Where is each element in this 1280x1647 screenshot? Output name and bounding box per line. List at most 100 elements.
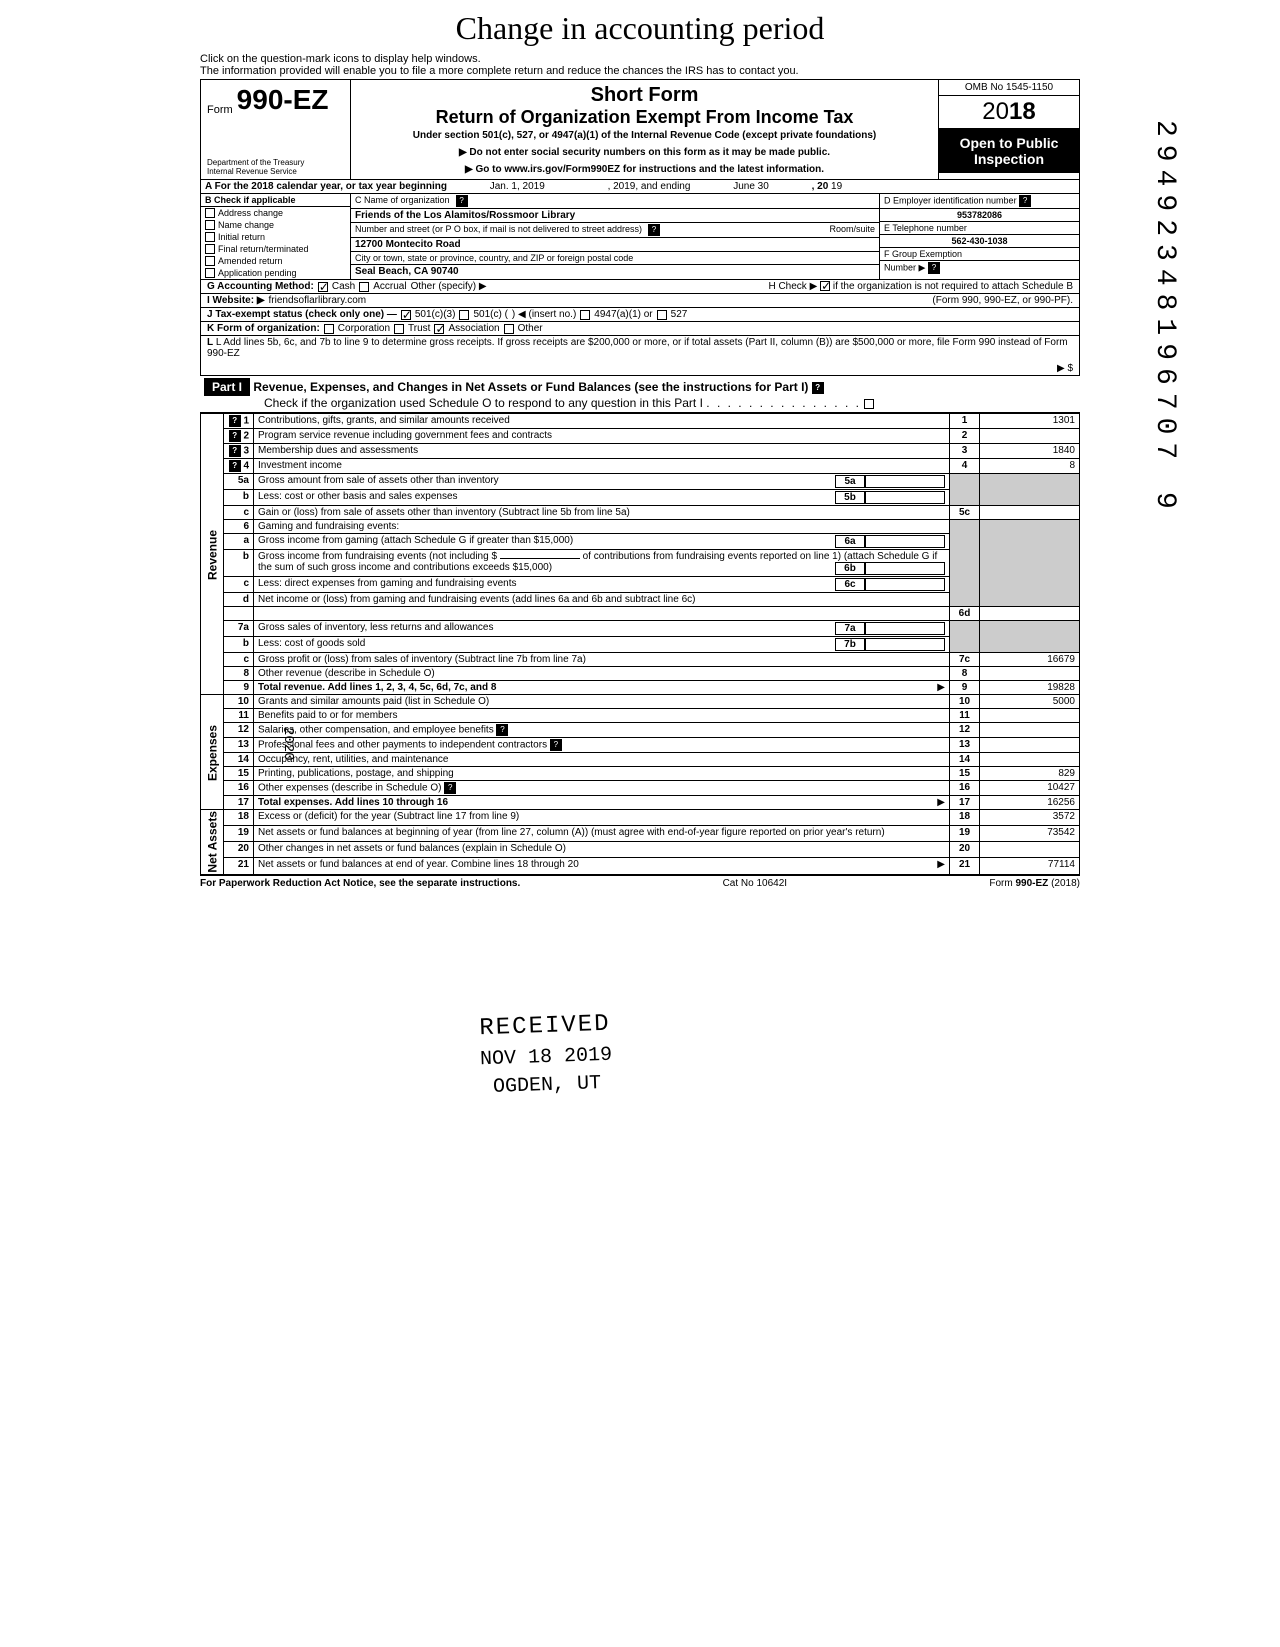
- line-7c-text: Gross profit or (loss) from sales of inv…: [254, 653, 950, 667]
- phone-value: 562-430-1038: [880, 235, 1079, 248]
- help-note: Click on the question-mark icons to disp…: [200, 51, 1080, 80]
- l-text: L Add lines 5b, 6c, and 7b to line 9 to …: [207, 337, 1068, 359]
- line-21-text: Net assets or fund balances at end of ye…: [258, 859, 579, 870]
- d-label: D Employer identification number: [884, 195, 1017, 205]
- footer-right: Form 990-EZ (2018): [989, 878, 1080, 889]
- b-header: B Check if applicable: [201, 194, 350, 207]
- rowA-label: A For the 2018 calendar year, or tax yea…: [205, 181, 447, 192]
- line-9-value: 19828: [980, 681, 1080, 695]
- col-b-checkboxes: B Check if applicable Address change Nam…: [201, 194, 351, 279]
- help-icon[interactable]: ?: [456, 195, 468, 207]
- line-5b-text: Less: cost or other basis and sales expe…: [258, 491, 458, 502]
- form-header: Form 990-EZ Department of the Treasury I…: [200, 80, 1080, 180]
- help-icon[interactable]: ?: [229, 460, 241, 472]
- k-label: K Form of organization:: [207, 323, 320, 334]
- line-2-text: Program service revenue including govern…: [254, 429, 950, 444]
- line-20-text: Other changes in net assets or fund bala…: [254, 842, 950, 858]
- instructions-link: ▶ Go to www.irs.gov/Form990EZ for instru…: [359, 164, 930, 175]
- chk-corporation[interactable]: [324, 324, 334, 334]
- line-18-value: 3572: [980, 810, 1080, 826]
- part1-title: Revenue, Expenses, and Changes in Net As…: [253, 380, 808, 394]
- h-check: H Check ▶ if the organization is not req…: [768, 281, 1073, 292]
- line-1-value: 1301: [980, 414, 1080, 429]
- chk-501c[interactable]: [459, 310, 469, 320]
- c-city-label: City or town, state or province, country…: [355, 253, 633, 263]
- help-icon[interactable]: ?: [229, 415, 241, 427]
- c-name-label: C Name of organization: [355, 195, 450, 207]
- open-inspection: Open to Public Inspection: [939, 129, 1079, 173]
- info-rows-gijkl: G Accounting Method: Cash Accrual Other …: [200, 280, 1080, 376]
- chk-final-return[interactable]: Final return/terminated: [201, 243, 350, 255]
- e-label: E Telephone number: [884, 223, 967, 233]
- chk-address-change[interactable]: Address change: [201, 207, 350, 219]
- line-15-text: Printing, publications, postage, and shi…: [254, 767, 950, 781]
- side-net-assets: Net Assets: [201, 810, 224, 875]
- help-icon[interactable]: ?: [648, 224, 660, 236]
- line-8-text: Other revenue (describe in Schedule O): [254, 667, 950, 681]
- line-13-text: Professional fees and other payments to …: [258, 740, 547, 751]
- help-icon[interactable]: ?: [229, 430, 241, 442]
- form-title: Return of Organization Exempt From Incom…: [359, 107, 930, 128]
- org-street: 12700 Montecito Road: [355, 239, 461, 250]
- chk-schedule-b[interactable]: [820, 281, 830, 291]
- chk-application-pending[interactable]: Application pending: [201, 267, 350, 279]
- line-14-text: Occupancy, rent, utilities, and maintena…: [254, 753, 950, 767]
- g-label: G Accounting Method:: [207, 281, 314, 292]
- chk-accrual[interactable]: [359, 282, 369, 292]
- chk-4947[interactable]: [580, 310, 590, 320]
- side-revenue: Revenue: [201, 414, 224, 695]
- help-icon[interactable]: ?: [444, 782, 456, 794]
- rowA-end: June 30: [733, 181, 769, 192]
- side-expenses: Expenses: [201, 695, 224, 810]
- chk-other-org[interactable]: [504, 324, 514, 334]
- help-icon[interactable]: ?: [928, 262, 940, 274]
- line-19-text: Net assets or fund balances at beginning…: [254, 826, 950, 842]
- part1-check-text: Check if the organization used Schedule …: [264, 396, 703, 410]
- section-bcdef: B Check if applicable Address change Nam…: [200, 194, 1080, 280]
- chk-name-change[interactable]: Name change: [201, 219, 350, 231]
- f-label2: Number ▶: [884, 262, 925, 272]
- chk-amended-return[interactable]: Amended return: [201, 255, 350, 267]
- line-6d-text: Net income or (loss) from gaming and fun…: [254, 593, 950, 607]
- help-icon[interactable]: ?: [496, 724, 508, 736]
- help-icon[interactable]: ?: [812, 382, 824, 394]
- row-i: I Website: ▶ friendsoflarlibrary.com (Fo…: [201, 294, 1079, 308]
- form-subtitle: Under section 501(c), 527, or 4947(a)(1)…: [359, 130, 930, 141]
- line-6a-text: Gross income from gaming (attach Schedul…: [258, 535, 573, 546]
- row-a-tax-year: A For the 2018 calendar year, or tax yea…: [200, 180, 1080, 194]
- line-4-text: Investment income: [254, 459, 950, 474]
- line-21-value: 77114: [980, 858, 1080, 874]
- line-7c-value: 16679: [980, 653, 1080, 667]
- help-note-2: The information provided will enable you…: [200, 65, 1080, 77]
- vertical-doc-number: 29492348196707 9: [1149, 120, 1180, 517]
- org-name: Friends of the Los Alamitos/Rossmoor Lib…: [355, 210, 575, 221]
- chk-cash[interactable]: [318, 282, 328, 292]
- col-c-org-info: C Name of organization? Friends of the L…: [351, 194, 879, 279]
- room-label: Room/suite: [829, 224, 875, 236]
- help-icon[interactable]: ?: [1019, 195, 1031, 207]
- line-1-text: Contributions, gifts, grants, and simila…: [254, 414, 950, 429]
- help-icon[interactable]: ?: [550, 739, 562, 751]
- chk-association[interactable]: [434, 324, 444, 334]
- c-street-label: Number and street (or P O box, if mail i…: [355, 224, 642, 236]
- chk-trust[interactable]: [394, 324, 404, 334]
- line-17-text: Total expenses. Add lines 10 through 16: [258, 797, 448, 808]
- website-value: friendsoflarlibrary.com: [269, 295, 367, 306]
- chk-initial-return[interactable]: Initial return: [201, 231, 350, 243]
- line-3-text: Membership dues and assessments: [254, 444, 950, 459]
- rowA-yr: 19: [831, 181, 842, 192]
- chk-schedule-o[interactable]: [864, 399, 874, 409]
- line-5a-text: Gross amount from sale of assets other t…: [258, 475, 499, 486]
- line-11-text: Benefits paid to or for members: [254, 709, 950, 723]
- chk-501c3[interactable]: [401, 310, 411, 320]
- handwritten-title: Change in accounting period: [200, 10, 1080, 47]
- footer-mid: Cat No 10642I: [723, 878, 788, 889]
- help-icon[interactable]: ?: [229, 445, 241, 457]
- rowA-begin: Jan. 1, 2019: [490, 181, 545, 192]
- line-15-value: 829: [980, 767, 1080, 781]
- financial-table: Revenue ? 1Contributions, gifts, grants,…: [200, 413, 1080, 875]
- footer: For Paperwork Reduction Act Notice, see …: [200, 875, 1080, 891]
- chk-527[interactable]: [657, 310, 667, 320]
- i-label: I Website: ▶: [207, 295, 265, 306]
- warning-ssn: ▶ Do not enter social security numbers o…: [359, 147, 930, 158]
